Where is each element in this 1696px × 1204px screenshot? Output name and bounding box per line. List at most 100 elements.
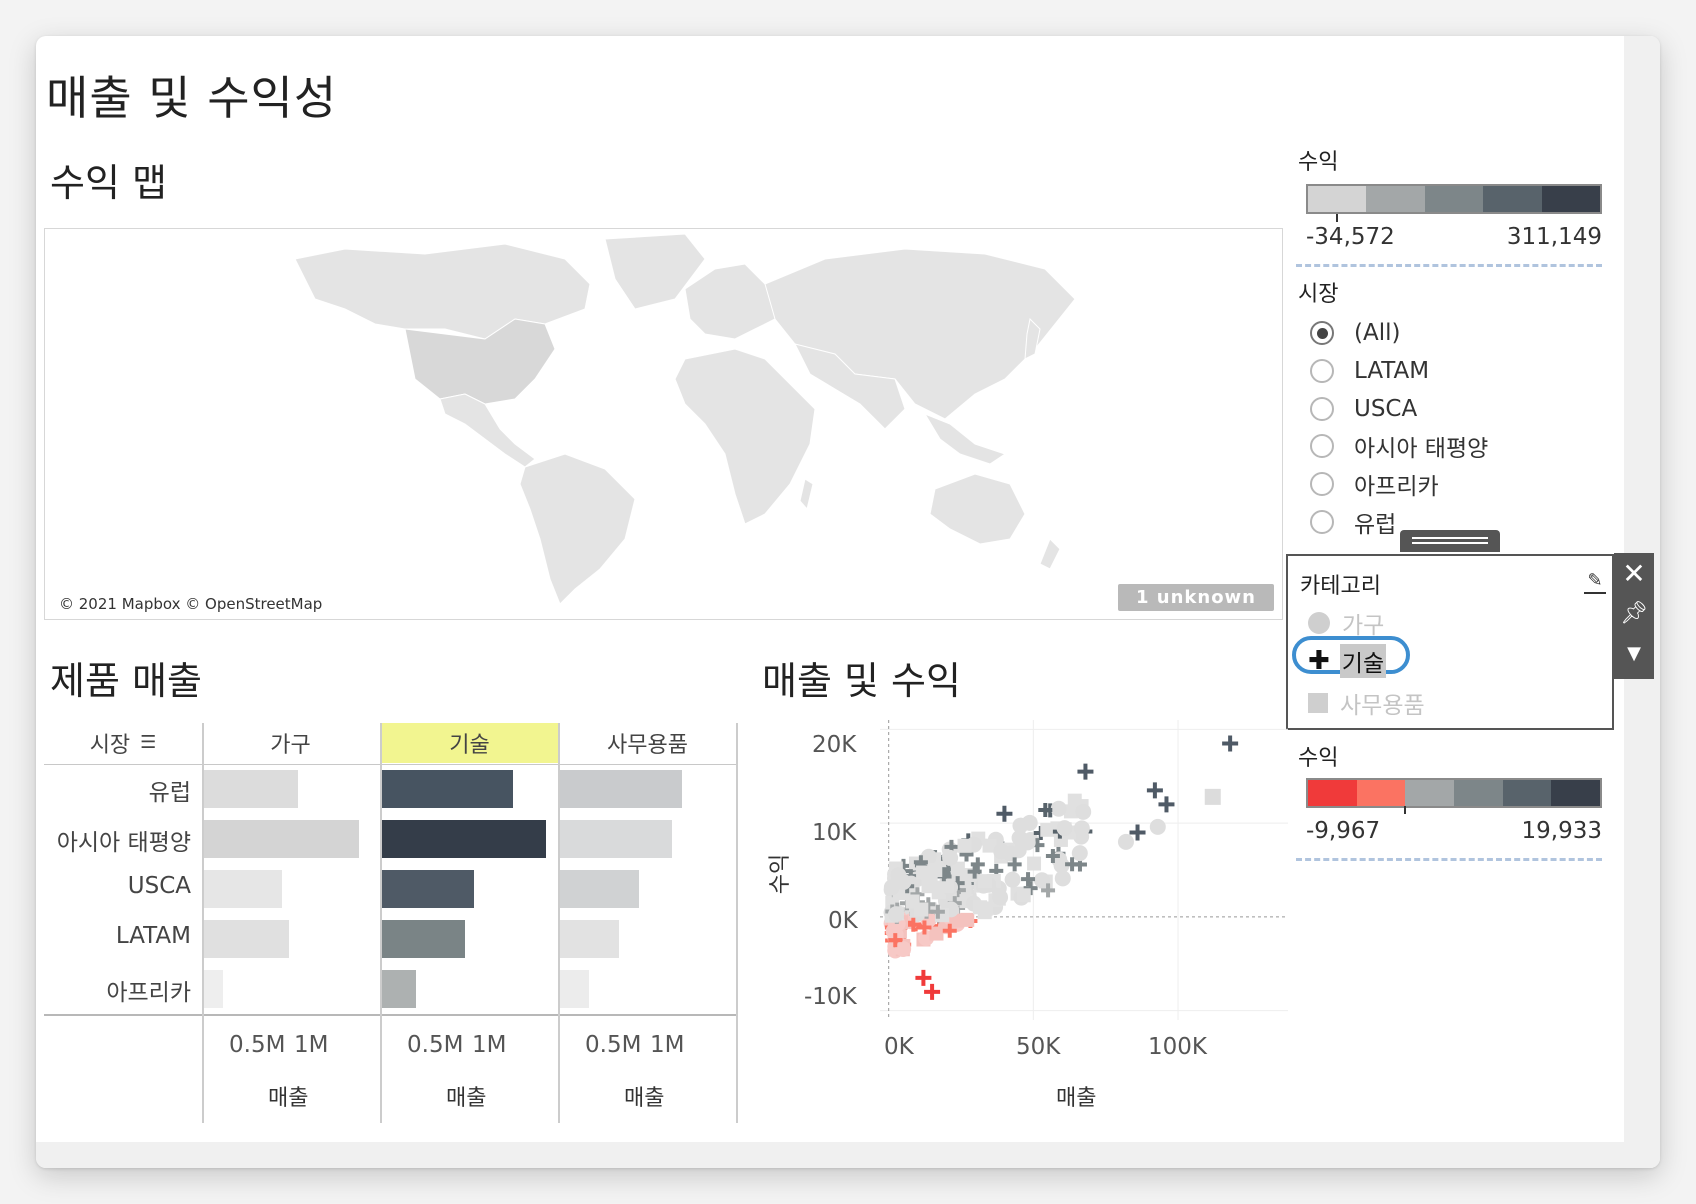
radio-icon[interactable] [1310, 359, 1334, 383]
scatter-point-technology[interactable] [1222, 735, 1239, 752]
scatter-point-furniture[interactable] [1073, 820, 1090, 837]
bar-1-0[interactable] [382, 770, 513, 808]
pencil-icon[interactable]: ✎ [1584, 570, 1606, 594]
scatter-point-office[interactable] [939, 878, 954, 893]
scatter-point-technology[interactable] [942, 923, 957, 938]
scatter-point-technology[interactable] [917, 920, 932, 935]
market-option-europe[interactable]: 유럽 [1310, 505, 1396, 539]
radio-selected-icon[interactable] [1310, 321, 1334, 345]
sort-icon[interactable]: ☰ [140, 732, 157, 753]
bar-0-3[interactable] [204, 920, 289, 958]
scatter-point-furniture[interactable] [1033, 872, 1050, 889]
scatter-point-technology[interactable] [921, 897, 936, 912]
market-option-all[interactable]: (All) [1310, 316, 1400, 350]
market-option-apac[interactable]: 아시아 태평양 [1310, 429, 1488, 463]
scatter-point-technology[interactable] [888, 933, 903, 948]
scatter-point-office[interactable] [1027, 856, 1042, 871]
scatter-point-technology[interactable] [941, 862, 956, 877]
row-header-market[interactable]: 시장 ☰ [44, 723, 202, 763]
bar-1-1[interactable] [382, 820, 546, 858]
scatter-point-furniture[interactable] [1071, 845, 1088, 862]
scatter-point-technology[interactable] [1007, 857, 1022, 872]
scatter-point-furniture[interactable] [887, 906, 904, 923]
scatter-plot-area[interactable] [880, 720, 1288, 1020]
scatter-point-technology[interactable] [906, 917, 921, 932]
scatter-point-office[interactable] [950, 861, 965, 876]
scatter-point-technology[interactable] [930, 904, 945, 919]
scatter-point-technology[interactable] [1077, 763, 1094, 780]
scatter-point-technology[interactable] [913, 855, 928, 870]
scatter-point-furniture[interactable] [1012, 817, 1029, 834]
scatter-point-technology[interactable] [924, 983, 941, 1000]
bar-2-2[interactable] [560, 870, 639, 908]
bar-0-0[interactable] [204, 770, 298, 808]
scatter-point-furniture[interactable] [1004, 871, 1021, 888]
scatter-point-office[interactable] [921, 879, 936, 894]
scatter-point-furniture[interactable] [1019, 834, 1036, 851]
dropdown-icon[interactable]: ▼ [1627, 642, 1641, 664]
scatter-point-technology[interactable] [951, 883, 966, 898]
market-option-africa[interactable]: 아프리카 [1310, 467, 1439, 501]
scatter-point-furniture[interactable] [942, 849, 959, 866]
column-header-office[interactable]: 사무용품 [607, 733, 688, 758]
bar-1-4[interactable] [382, 970, 416, 1008]
scatter-point-technology[interactable] [1158, 796, 1175, 813]
scatter-point-furniture[interactable] [1054, 870, 1071, 887]
scatter-point-technology[interactable] [1146, 782, 1163, 799]
column-header-technology[interactable]: 기술 [381, 723, 558, 763]
scatter-point-office[interactable] [1016, 888, 1031, 903]
scatter-point-furniture[interactable] [1117, 833, 1134, 850]
scatter-point-technology[interactable] [1023, 881, 1038, 896]
scatter-point-technology[interactable] [967, 864, 982, 879]
legend-item-furniture[interactable]: 가구 [1308, 606, 1384, 640]
scatter-point-office[interactable] [972, 900, 987, 915]
bar-2-0[interactable] [560, 770, 682, 808]
scatter-point-technology[interactable] [996, 805, 1013, 822]
category-legend[interactable]: 카테고리 ✎ 가구 ✚ 기술 사무용품 [1286, 554, 1614, 730]
drag-handle[interactable] [1400, 530, 1500, 552]
scatter-point-office[interactable] [977, 874, 992, 889]
scatter-point-furniture[interactable] [992, 889, 1009, 906]
scatter-point-technology[interactable] [1021, 872, 1036, 887]
bar-2-1[interactable] [560, 820, 672, 858]
scatter-point-technology[interactable] [896, 858, 911, 873]
scatter-point-technology[interactable] [915, 969, 932, 986]
market-option-latam[interactable]: LATAM [1310, 354, 1429, 388]
scatter-point-technology[interactable] [936, 867, 951, 882]
scatter-point-technology[interactable] [1041, 883, 1056, 898]
scatter-point-office[interactable] [960, 912, 975, 927]
bar-1-3[interactable] [382, 920, 465, 958]
profit-map[interactable]: © 2021 Mapbox © OpenStreetMap 1 unknown [44, 228, 1283, 620]
scatter-point-office[interactable] [1204, 788, 1221, 805]
scatter-point-office[interactable] [1040, 822, 1055, 837]
scatter-point-furniture[interactable] [895, 940, 912, 957]
radio-icon[interactable] [1310, 510, 1334, 534]
scatter-point-furniture[interactable] [895, 873, 912, 890]
radio-icon[interactable] [1310, 472, 1334, 496]
bar-0-2[interactable] [204, 870, 282, 908]
bar-0-4[interactable] [204, 970, 223, 1008]
scatter-point-furniture[interactable] [1149, 818, 1166, 835]
scatter-point-technology[interactable] [944, 839, 959, 854]
scatter-point-technology[interactable] [970, 857, 985, 872]
scatter-point-technology[interactable] [1065, 857, 1080, 872]
scatter-point-office[interactable] [1063, 804, 1078, 819]
scatter-point-technology[interactable] [989, 863, 1004, 878]
bar-1-2[interactable] [382, 870, 474, 908]
scatter-point-technology[interactable] [1045, 849, 1060, 864]
scatter-point-furniture[interactable] [1056, 820, 1073, 837]
scatter-point-office[interactable] [928, 863, 943, 878]
legend-item-technology[interactable]: ✚ 기술 [1308, 644, 1387, 678]
scatter-point-technology[interactable] [950, 876, 965, 891]
bar-2-3[interactable] [560, 920, 619, 958]
scatter-point-technology[interactable] [1129, 824, 1146, 841]
scatter-point-office[interactable] [982, 838, 997, 853]
scatter-point-furniture[interactable] [1050, 800, 1067, 817]
bar-0-1[interactable] [204, 820, 359, 858]
scatter-point-technology[interactable] [910, 887, 925, 902]
scatter-point-technology[interactable] [1030, 838, 1045, 853]
scatter-point-furniture[interactable] [1075, 803, 1092, 820]
unknown-locations-badge[interactable]: 1 unknown [1117, 584, 1274, 611]
column-header-furniture[interactable]: 가구 [270, 733, 311, 758]
pin-icon[interactable]: 📌︎ [1620, 600, 1648, 626]
